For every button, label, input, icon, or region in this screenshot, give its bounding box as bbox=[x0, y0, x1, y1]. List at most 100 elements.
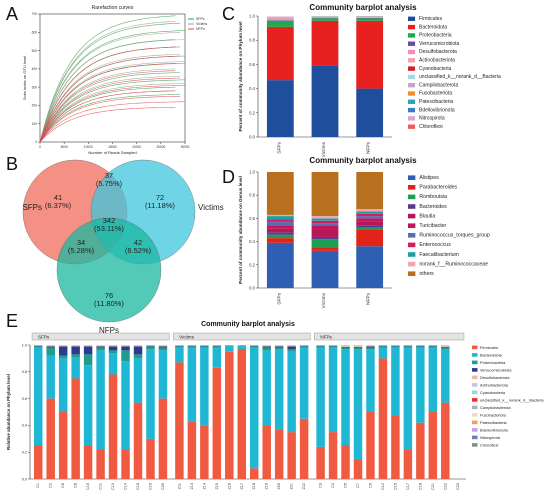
bar-segment-proteobacteria bbox=[200, 346, 209, 348]
legend-label: Parabacteroides bbox=[419, 185, 457, 191]
bar-segment-bacteroidota bbox=[274, 349, 284, 430]
bar-segment-firmicutes bbox=[403, 449, 413, 479]
bar-segment-bacteroidota bbox=[225, 346, 234, 352]
y-tick-label: 0.2 bbox=[249, 110, 255, 115]
bar-segment-firmicutes bbox=[356, 88, 384, 137]
bar-segment-bacteroidota bbox=[299, 347, 309, 419]
y-tick-label: 1.0 bbox=[249, 14, 255, 19]
bar-segment-proteobacteria bbox=[316, 346, 325, 348]
y-tick-label: 700 bbox=[32, 12, 38, 16]
rarefaction-curve-nfps bbox=[39, 46, 176, 143]
sample-label: Z20 bbox=[277, 483, 281, 490]
legend-label: Chloroflexi bbox=[480, 443, 499, 448]
legend-label: Verrucomicrobiota bbox=[480, 368, 512, 373]
x-tick-label: 5000 bbox=[61, 145, 68, 149]
bar-segment-proteobacteria bbox=[356, 18, 384, 21]
chart-title: Community barplot analysis bbox=[309, 156, 417, 165]
sample-label: C5 bbox=[344, 483, 348, 488]
legend-swatch bbox=[408, 99, 416, 104]
sample-label: Z16 bbox=[227, 483, 231, 490]
bar-segment-firmicutes bbox=[108, 374, 118, 479]
legend-swatch bbox=[408, 261, 416, 267]
bar-segment-bacteroidota bbox=[33, 347, 43, 446]
legend-swatch bbox=[408, 41, 416, 46]
y-tick-label: 1.0 bbox=[22, 343, 27, 347]
bar-segment-firmicutes bbox=[391, 416, 400, 479]
bar-segment-bacteroidota bbox=[237, 346, 247, 350]
sample-label: C10 bbox=[86, 483, 90, 490]
bar-segment-bacteroidota bbox=[378, 347, 388, 359]
bar-segment-parabacteroides bbox=[356, 230, 384, 247]
sample-label: Z13 bbox=[190, 483, 194, 490]
venn-set-label-nfps: NFPs bbox=[99, 326, 119, 335]
y-tick-label: 0.4 bbox=[249, 239, 255, 244]
legend-label: Desulfobacterota bbox=[480, 375, 510, 380]
bar-segment-proteobacteria bbox=[428, 346, 438, 348]
legend-swatch bbox=[472, 353, 478, 357]
bar-segment-bacteroidota bbox=[262, 350, 271, 426]
bar-segment-verrucomicrobiota bbox=[146, 345, 155, 347]
rarefaction-curve-victims bbox=[39, 68, 176, 143]
bar-segment-firmicutes bbox=[133, 402, 143, 479]
sample-label: C12 bbox=[381, 483, 385, 490]
bar-segment-alistipes bbox=[311, 250, 339, 288]
rarefaction-curve-victims bbox=[39, 46, 176, 143]
venn-count-sfps-only: 41 bbox=[54, 193, 62, 202]
legend-swatch bbox=[408, 233, 416, 238]
bar-segment-proteobacteria bbox=[328, 346, 338, 348]
legend-label-nfps: NFPs bbox=[196, 27, 205, 31]
legend-swatch bbox=[408, 66, 416, 71]
sample-label: C2 bbox=[49, 483, 53, 488]
bar-segment-firmicutes bbox=[299, 418, 309, 479]
rarefaction-curve-nfps bbox=[39, 96, 181, 143]
sample-label: C16 bbox=[136, 483, 140, 490]
venn-panel: SFPs Victims NFPs 41(6.37%) 72(11.18%) 76(11.… bbox=[22, 159, 224, 335]
legend-label: Campilobacterota bbox=[480, 405, 511, 410]
bar-segment-bacteroidota bbox=[356, 20, 384, 89]
legend-label: Chloroflexi bbox=[419, 124, 443, 130]
rarefaction-curve-nfps bbox=[39, 106, 176, 143]
y-tick-label: 0.8 bbox=[249, 38, 255, 43]
bar-segment-verrucomicrobiota bbox=[133, 346, 143, 355]
legend-label: Ruminococcus_torques_group bbox=[419, 233, 489, 239]
rarefaction-curve-sfps bbox=[39, 22, 181, 143]
rarefaction-curve-victims bbox=[39, 32, 181, 143]
bar-segment-desulfobacterota bbox=[266, 19, 294, 21]
y-tick-label: 0.2 bbox=[22, 451, 27, 455]
rarefaction-curve-victims bbox=[39, 90, 176, 143]
bar-segment-verrucomicrobiota bbox=[353, 347, 363, 348]
bar-segment-bacteroidota bbox=[428, 347, 438, 412]
venn-pct-all: (53.11%) bbox=[94, 224, 124, 233]
legend-swatch bbox=[472, 383, 478, 387]
sample-label: Z19 bbox=[265, 483, 269, 490]
rarefaction-curve-nfps bbox=[39, 63, 186, 143]
bar-segment-firmicutes bbox=[187, 421, 197, 479]
legend-label: Desulfobacterota bbox=[419, 49, 457, 55]
sample-label: C18 bbox=[418, 483, 422, 490]
legend-label: Actinobacteriota bbox=[480, 383, 509, 388]
bar-segment-parabacteroides bbox=[311, 247, 339, 251]
bar-segment-bacteroidota bbox=[341, 349, 350, 446]
bar-segment-firmicutes bbox=[274, 429, 284, 479]
x-tick-label: NFPs bbox=[366, 141, 372, 154]
x-tick-label: 15000 bbox=[108, 145, 117, 149]
bar-segment-bacteroidota bbox=[391, 347, 400, 417]
bar-segment-bacteroidota bbox=[158, 350, 168, 399]
bar-segment-verrucomicrobiota bbox=[108, 346, 118, 351]
venn-set-label-victims: Victims bbox=[198, 203, 224, 212]
rarefaction-curve-nfps bbox=[39, 77, 181, 143]
bar-segment-proteobacteria bbox=[378, 346, 388, 348]
bar-segment-enterococcus bbox=[266, 219, 294, 222]
sample-label: C6 bbox=[61, 483, 65, 488]
bar-segment-bacteroidota bbox=[311, 20, 339, 66]
legend-swatch bbox=[472, 368, 478, 372]
genus-group-barplot: Community barplot analysis 0.0 0.2 0.4 0.6 0.… bbox=[238, 156, 490, 308]
rarefaction-curve-sfps bbox=[39, 30, 186, 143]
sample-label: Z15 bbox=[215, 483, 219, 490]
group-label-nfps: NFPs bbox=[320, 334, 332, 339]
bar-segment-bacteroidota bbox=[287, 351, 296, 433]
bar-segment-bacteroidota bbox=[133, 358, 143, 403]
rarefaction-curve-sfps bbox=[39, 79, 186, 143]
legend-swatch bbox=[408, 194, 416, 200]
x-tick-label: SFPs bbox=[276, 141, 282, 153]
